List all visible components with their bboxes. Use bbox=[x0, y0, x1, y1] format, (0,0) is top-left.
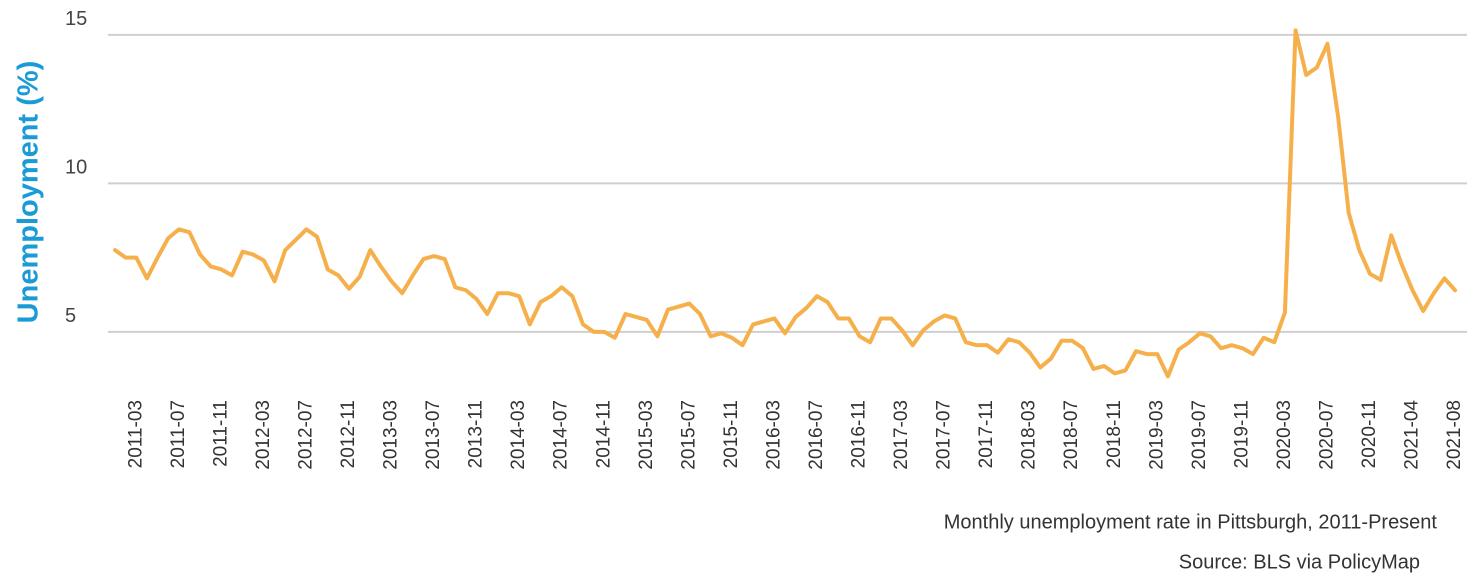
x-tick-label: 2014-11 bbox=[593, 400, 614, 468]
x-tick-label: 2011-03 bbox=[125, 400, 146, 468]
x-tick-label: 2021-04 bbox=[1402, 400, 1423, 470]
x-tick-label: 2014-03 bbox=[508, 400, 529, 470]
x-tick-label: 2016-11 bbox=[849, 400, 870, 468]
x-tick-label: 2018-03 bbox=[1019, 400, 1040, 470]
x-tick-label: 2017-03 bbox=[891, 400, 912, 470]
x-tick-label: 2017-11 bbox=[976, 400, 997, 468]
x-tick-label: 2012-03 bbox=[253, 400, 274, 470]
x-tick-label: 2011-11 bbox=[210, 400, 231, 467]
x-tick-label: 2012-11 bbox=[338, 400, 359, 468]
x-tick-label: 2012-07 bbox=[295, 400, 316, 470]
x-tick-label: 2015-03 bbox=[636, 400, 657, 470]
x-tick-label: 2019-11 bbox=[1231, 400, 1252, 468]
data-line bbox=[113, 28, 1458, 379]
x-tick-label: 2016-03 bbox=[763, 400, 784, 470]
x-tick-label: 2019-07 bbox=[1189, 400, 1210, 470]
x-tick-label: 2014-07 bbox=[551, 400, 572, 470]
y-tick-label: 10 bbox=[65, 157, 87, 179]
x-tick-label: 2017-07 bbox=[934, 400, 955, 470]
x-tick-label: 2015-07 bbox=[678, 400, 699, 470]
x-tick-label: 2020-07 bbox=[1316, 400, 1337, 470]
x-tick-label: 2011-07 bbox=[168, 400, 189, 468]
x-tick-label: 2013-07 bbox=[423, 400, 444, 470]
x-tick-label: 2018-11 bbox=[1104, 400, 1125, 468]
x-tick-label: 2016-07 bbox=[806, 400, 827, 470]
x-tick-label: 2018-07 bbox=[1061, 400, 1082, 470]
x-tick-label: 2013-11 bbox=[466, 400, 487, 468]
y-axis-label: Unemployment (%) bbox=[13, 61, 45, 324]
y-tick-label: 5 bbox=[65, 305, 76, 327]
x-tick-label: 2013-03 bbox=[381, 400, 402, 470]
caption: Monthly unemployment rate in Pittsburgh,… bbox=[944, 511, 1438, 533]
source: Source: BLS via PolicyMap bbox=[1179, 551, 1420, 573]
x-tick-label: 2021-08 bbox=[1444, 400, 1465, 470]
y-tick-label: 15 bbox=[65, 8, 87, 30]
x-tick-label: 2020-03 bbox=[1274, 400, 1295, 470]
x-tick-label: 2015-11 bbox=[721, 400, 742, 468]
x-tick-label: 2020-11 bbox=[1359, 400, 1380, 468]
x-tick-label: 2019-03 bbox=[1146, 400, 1167, 470]
